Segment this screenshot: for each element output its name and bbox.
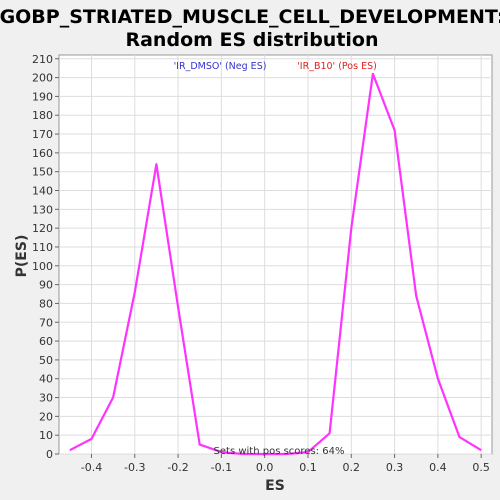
y-tick-label: 160: [32, 147, 53, 160]
y-tick-label: 120: [32, 222, 53, 235]
y-tick-label: 20: [39, 410, 53, 423]
y-tick-label: 70: [39, 316, 53, 329]
y-tick-label: 130: [32, 203, 53, 216]
y-tick-label: 180: [32, 109, 53, 122]
y-tick-label: 30: [39, 392, 53, 405]
legend-pos-es: 'IR_B10' (Pos ES): [297, 61, 377, 72]
legend-neg-es: 'IR_DMSO' (Neg ES): [174, 61, 267, 72]
x-tick-label: -0.3: [124, 461, 145, 474]
y-tick-label: 50: [39, 354, 53, 367]
y-tick-label: 100: [32, 260, 53, 273]
x-tick-label: -0.4: [81, 461, 102, 474]
x-tick-label: 0.4: [429, 461, 447, 474]
y-axis-label: P(ES): [14, 235, 30, 278]
x-tick-label: 0.2: [343, 461, 361, 474]
y-tick-label: 40: [39, 373, 53, 386]
y-tick-label: 170: [32, 128, 53, 141]
grid-lines: [59, 55, 492, 455]
chart-title-line1: GOBP_STRIATED_MUSCLE_CELL_DEVELOPMENT:: [0, 6, 500, 28]
y-tick-label: 80: [39, 297, 53, 310]
x-tick-label: 0.1: [299, 461, 317, 474]
x-tick-label: 0.5: [472, 461, 490, 474]
x-tick-label: -0.1: [211, 461, 232, 474]
y-tick-label: 60: [39, 335, 53, 348]
x-axis-label: ES: [265, 478, 285, 494]
y-tick-label: 140: [32, 185, 53, 198]
y-tick-label: 190: [32, 90, 53, 103]
pos-scores-annotation: Sets with pos scores: 64%: [214, 446, 345, 457]
y-tick-label: 90: [39, 279, 53, 292]
y-tick-label: 10: [39, 429, 53, 442]
series-group: [69, 72, 482, 456]
chart-title-line2: Random ES distribution: [125, 29, 378, 51]
x-tick-label: 0.3: [386, 461, 404, 474]
x-tick-label: -0.2: [167, 461, 188, 474]
y-axis-ticks: 0 10 20 30 40 50 60 70 80 90 100 110 120 130 140 150 160…: [32, 53, 59, 461]
y-tick-label: 200: [32, 72, 53, 85]
y-tick-label: 110: [32, 241, 53, 254]
y-tick-label: 0: [46, 448, 53, 461]
plot-area: [58, 54, 493, 455]
x-axis-ticks: -0.4 -0.3 -0.2 -0.1 0.0 0.1 0.2 0.3 0.4 0.5: [81, 454, 490, 474]
y-tick-label: 210: [32, 53, 53, 66]
y-tick-label: 150: [32, 166, 53, 179]
es-distribution-line: [69, 72, 482, 456]
x-tick-label: 0.0: [256, 461, 274, 474]
